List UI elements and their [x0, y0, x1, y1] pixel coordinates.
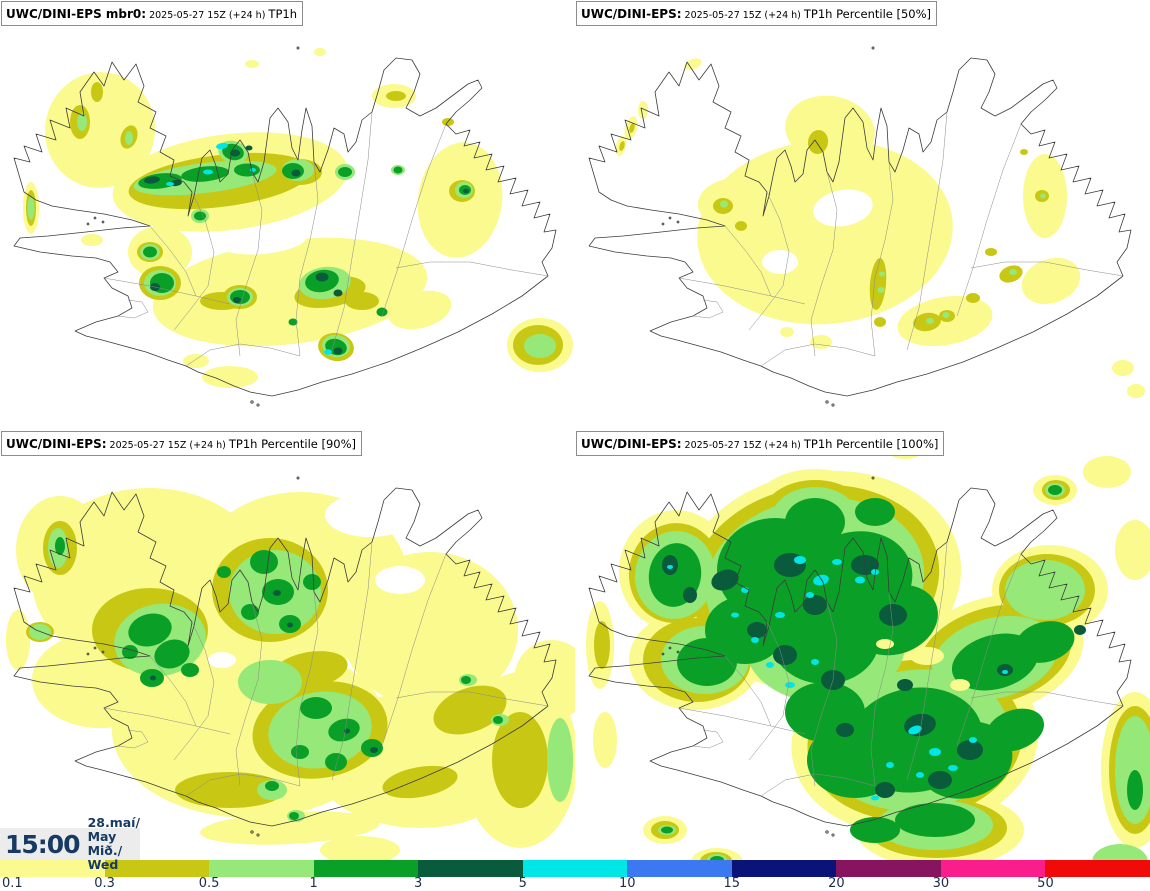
- valid-time-box: 15:00 28.maí/ May Mið./ Wed: [0, 816, 140, 872]
- title-model: UWC/DINI-EPS mbr0:: [6, 7, 147, 21]
- colorbar-segment-0.1: [0, 860, 105, 877]
- colorbar-segment-0.3: [104, 860, 210, 877]
- map-p100: [586, 441, 1150, 888]
- colorbar-label-0.5: 0.5: [198, 876, 220, 891]
- colorbar-label-0.3: 0.3: [94, 876, 115, 891]
- title-model: UWC/DINI-EPS:: [581, 437, 682, 451]
- precip-blobs-mbr0: [23, 48, 573, 388]
- map-mbr0: [13, 46, 573, 407]
- title-product: TP1h Percentile [100%]: [803, 437, 939, 451]
- precipitation-colorbar: 0.1 0.3 0.5 1 3 5 10 15 20 30 50: [0, 860, 1150, 891]
- panel-mbr0: UWC/DINI-EPS mbr0: 2025-05-27 15Z (+24 h)…: [0, 0, 575, 430]
- title-datetime: 2025-05-27 15Z (+24 h): [684, 440, 801, 451]
- valid-date: 28.maí/ May Mið./ Wed: [88, 816, 140, 872]
- colorbar-label-5: 5: [518, 876, 527, 891]
- map-p50: [588, 46, 1145, 407]
- valid-time-clock: 15:00: [5, 829, 81, 859]
- valid-date-line2: Mið./ Wed: [87, 843, 123, 872]
- title-product: TP1h Percentile [90%]: [228, 437, 357, 451]
- panel-title-mbr0: UWC/DINI-EPS mbr0: 2025-05-27 15Z (+24 h)…: [1, 1, 303, 26]
- colorbar-label-3: 3: [414, 876, 423, 891]
- panel-p90: UWC/DINI-EPS: 2025-05-27 15Z (+24 h) TP1h …: [0, 430, 575, 860]
- panel-title-p100: UWC/DINI-EPS: 2025-05-27 15Z (+24 h) TP1h …: [576, 431, 945, 456]
- colorbar-label-30: 30: [932, 876, 950, 891]
- colorbar-label-15: 15: [723, 876, 741, 891]
- colorbar-segment-50: [1045, 860, 1150, 877]
- colorbar-labels: 0.1 0.3 0.5 1 3 5 10 15 20 30 50: [0, 876, 1150, 891]
- colorbar-label-20: 20: [828, 876, 845, 891]
- panel-title-p90: UWC/DINI-EPS: 2025-05-27 15Z (+24 h) TP1h …: [1, 431, 363, 456]
- title-model: UWC/DINI-EPS:: [6, 437, 107, 451]
- title-datetime: 2025-05-27 15Z (+24 h): [109, 440, 226, 451]
- title-model: UWC/DINI-EPS:: [581, 7, 682, 21]
- colorbar-segment-1: [313, 860, 419, 877]
- title-product: TP1h Percentile [50%]: [803, 7, 932, 21]
- title-datetime: 2025-05-27 15Z (+24 h): [684, 10, 801, 21]
- precip-blobs-p50: [615, 58, 1145, 398]
- colorbar-label-1: 1: [309, 876, 318, 891]
- panel-p50: UWC/DINI-EPS: 2025-05-27 15Z (+24 h) TP1h …: [575, 0, 1150, 430]
- title-product: TP1h: [268, 7, 297, 21]
- precip-blobs-p90: [6, 488, 575, 860]
- colorbar-segment-20: [836, 860, 941, 877]
- colorbar-segment-30: [940, 860, 1046, 877]
- colorbar-segment-3: [418, 860, 523, 877]
- colorbar-label-0.1: 0.1: [2, 876, 23, 891]
- valid-date-line1: 28.maí/ May: [87, 815, 141, 844]
- colorbar-segment-0.5: [209, 860, 314, 877]
- colorbar-segment-5: [522, 860, 628, 877]
- panel-p100: UWC/DINI-EPS: 2025-05-27 15Z (+24 h) TP1h …: [575, 430, 1150, 891]
- colorbar-label-10: 10: [618, 876, 636, 891]
- map-p90: [6, 476, 575, 860]
- title-datetime: 2025-05-27 15Z (+24 h): [149, 10, 266, 21]
- panel-title-p50: UWC/DINI-EPS: 2025-05-27 15Z (+24 h) TP1h …: [576, 1, 938, 26]
- colorbar-label-50: 50: [1037, 876, 1054, 891]
- colorbar-segment-15: [731, 860, 837, 877]
- colorbar-segment-10: [627, 860, 732, 877]
- colorbar-segments: [0, 860, 1150, 877]
